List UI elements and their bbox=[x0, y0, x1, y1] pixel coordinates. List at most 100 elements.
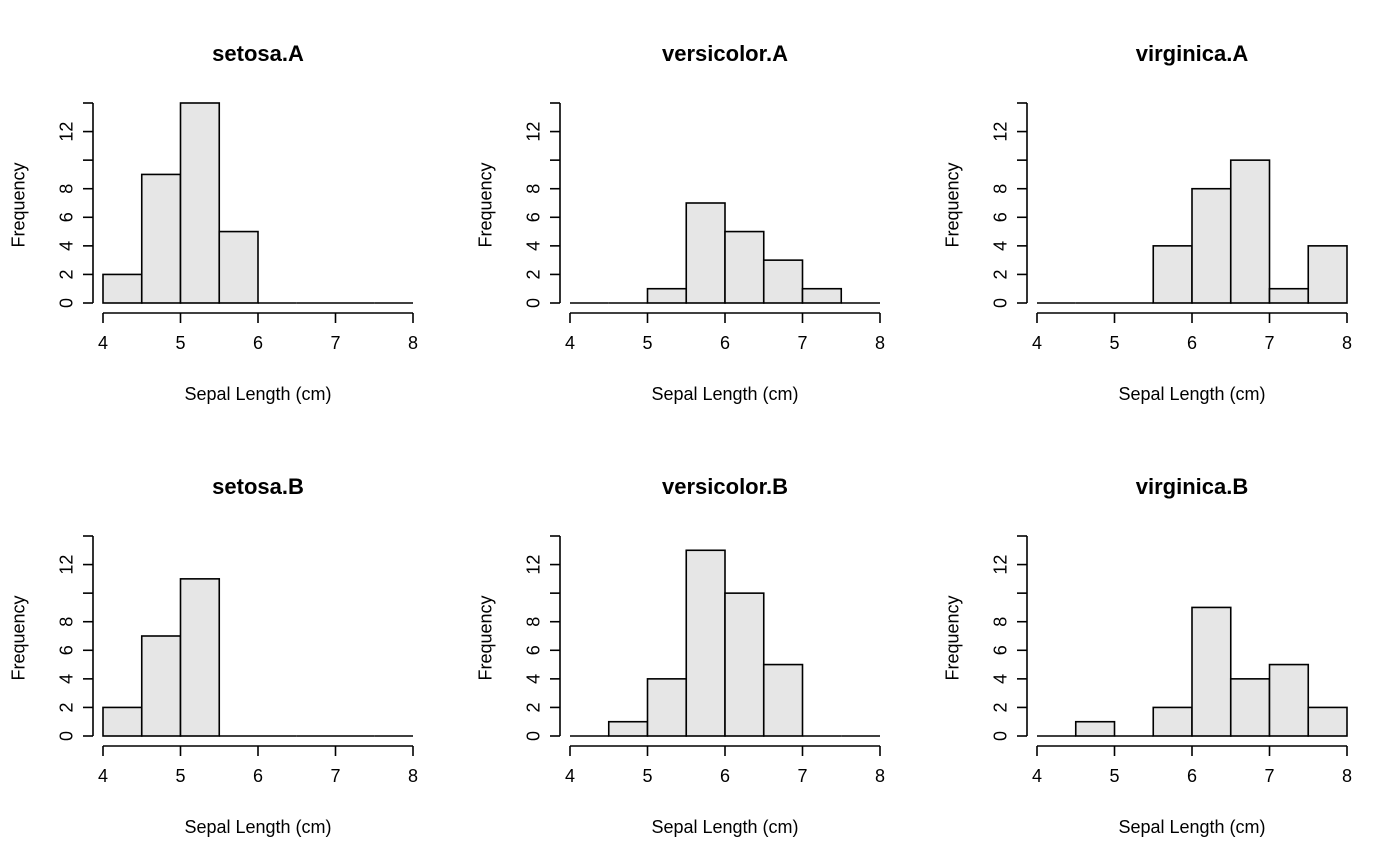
histogram-bar bbox=[1074, 720, 1116, 737]
y-tick-label: 12 bbox=[56, 122, 76, 142]
histogram-bar bbox=[762, 663, 804, 737]
x-tick-label: 7 bbox=[797, 766, 807, 786]
y-tick-label: 0 bbox=[56, 298, 76, 308]
x-axis-label: Sepal Length (cm) bbox=[184, 817, 331, 837]
x-tick-label: 8 bbox=[875, 333, 885, 353]
y-tick-label: 6 bbox=[56, 212, 76, 222]
histogram-bar bbox=[179, 578, 221, 737]
histogram-bar bbox=[685, 202, 726, 304]
histogram-panel: versicolor.B 4 5 6 7 8 Sepal Length (cm) 0 2 4 6 8 1… bbox=[475, 474, 885, 837]
x-tick-label: 6 bbox=[720, 766, 730, 786]
y-tick-label: 8 bbox=[56, 184, 76, 194]
y-tick-label: 12 bbox=[56, 555, 76, 575]
histogram-bar bbox=[724, 230, 765, 304]
y-tick-label: 4 bbox=[990, 674, 1010, 684]
y-axis-label: Frequency bbox=[8, 162, 28, 247]
x-tick-label: 4 bbox=[1032, 766, 1042, 786]
y-tick-label: 6 bbox=[56, 645, 76, 655]
histogram-bar bbox=[1229, 678, 1271, 737]
y-tick-label: 0 bbox=[56, 731, 76, 741]
y-tick-label: 4 bbox=[523, 674, 543, 684]
y-tick-label: 0 bbox=[990, 298, 1010, 308]
y-tick-label: 2 bbox=[56, 702, 76, 712]
histogram-bar bbox=[1152, 245, 1193, 304]
y-tick-label: 2 bbox=[990, 702, 1010, 712]
histogram-bar bbox=[218, 230, 259, 304]
x-tick-label: 4 bbox=[565, 333, 575, 353]
x-axis-label: Sepal Length (cm) bbox=[651, 817, 798, 837]
y-tick-label: 6 bbox=[990, 212, 1010, 222]
x-tick-label: 8 bbox=[408, 333, 418, 353]
x-tick-label: 7 bbox=[797, 333, 807, 353]
x-tick-label: 6 bbox=[1187, 766, 1197, 786]
y-tick-label: 2 bbox=[523, 269, 543, 279]
y-tick-label: 2 bbox=[523, 702, 543, 712]
x-tick-label: 8 bbox=[408, 766, 418, 786]
y-axis-label: Frequency bbox=[942, 162, 962, 247]
y-tick-label: 12 bbox=[990, 555, 1010, 575]
histogram-bar bbox=[724, 592, 765, 737]
y-tick-label: 2 bbox=[56, 269, 76, 279]
x-tick-label: 4 bbox=[98, 333, 108, 353]
y-axis-label: Frequency bbox=[942, 595, 962, 680]
y-tick-label: 12 bbox=[990, 122, 1010, 142]
y-axis-label: Frequency bbox=[475, 162, 495, 247]
x-tick-label: 6 bbox=[720, 333, 730, 353]
x-tick-label: 5 bbox=[642, 333, 652, 353]
panel-title: versicolor.A bbox=[662, 41, 788, 66]
x-axis-label: Sepal Length (cm) bbox=[651, 384, 798, 404]
x-tick-label: 6 bbox=[253, 766, 263, 786]
panel-title: versicolor.B bbox=[662, 474, 788, 499]
x-tick-label: 6 bbox=[253, 333, 263, 353]
histogram-panel: virginica.A 4 5 6 7 8 Sepal Length (cm) 0 2 4 6 8 12… bbox=[942, 41, 1352, 404]
y-tick-label: 8 bbox=[523, 617, 543, 627]
histogram-bar bbox=[646, 287, 688, 304]
histogram-bar bbox=[102, 706, 143, 737]
histogram-bar bbox=[1268, 663, 1310, 737]
x-tick-label: 4 bbox=[98, 766, 108, 786]
y-tick-label: 4 bbox=[56, 241, 76, 251]
y-tick-label: 8 bbox=[990, 617, 1010, 627]
histogram-bar bbox=[801, 287, 843, 304]
histogram-panel: setosa.A 4 5 6 7 8 Sepal Length (cm) 0 2 4 6 8 12 Fre… bbox=[8, 41, 418, 404]
x-tick-label: 7 bbox=[330, 333, 340, 353]
x-tick-label: 4 bbox=[565, 766, 575, 786]
histogram-panel: setosa.B 4 5 6 7 8 Sepal Length (cm) 0 2 4 6 8 12 Fre… bbox=[8, 474, 418, 837]
y-tick-label: 0 bbox=[523, 731, 543, 741]
x-tick-label: 8 bbox=[875, 766, 885, 786]
y-tick-label: 6 bbox=[523, 212, 543, 222]
histogram-bar bbox=[140, 635, 182, 737]
x-tick-label: 8 bbox=[1342, 766, 1352, 786]
histogram-bar bbox=[1307, 245, 1348, 304]
y-tick-label: 4 bbox=[56, 674, 76, 684]
histogram-bar bbox=[1307, 706, 1348, 737]
histogram-bar bbox=[762, 259, 804, 304]
y-tick-label: 12 bbox=[523, 122, 543, 142]
histogram-bar bbox=[1191, 606, 1232, 737]
histogram-bar bbox=[179, 102, 221, 304]
x-tick-label: 7 bbox=[1264, 333, 1274, 353]
panel-title: virginica.B bbox=[1136, 474, 1248, 499]
histogram-bar bbox=[607, 720, 649, 737]
histogram-bar bbox=[1268, 287, 1310, 304]
x-tick-label: 5 bbox=[175, 333, 185, 353]
x-axis-label: Sepal Length (cm) bbox=[1118, 817, 1265, 837]
x-tick-label: 5 bbox=[175, 766, 185, 786]
y-axis-label: Frequency bbox=[475, 595, 495, 680]
x-tick-label: 5 bbox=[1109, 766, 1119, 786]
y-tick-label: 12 bbox=[523, 555, 543, 575]
histogram-bar bbox=[1152, 706, 1193, 737]
y-tick-label: 4 bbox=[523, 241, 543, 251]
y-tick-label: 8 bbox=[523, 184, 543, 194]
histogram-bar bbox=[646, 678, 688, 737]
y-tick-label: 6 bbox=[990, 645, 1010, 655]
histogram-bar bbox=[102, 273, 143, 304]
y-tick-label: 4 bbox=[990, 241, 1010, 251]
x-tick-label: 4 bbox=[1032, 333, 1042, 353]
histogram-panel: versicolor.A 4 5 6 7 8 Sepal Length (cm) 0 2 4 6 8 1… bbox=[475, 41, 885, 404]
x-tick-label: 8 bbox=[1342, 333, 1352, 353]
x-axis-label: Sepal Length (cm) bbox=[1118, 384, 1265, 404]
x-tick-label: 7 bbox=[1264, 766, 1274, 786]
histogram-bar bbox=[1191, 187, 1232, 304]
y-axis-label: Frequency bbox=[8, 595, 28, 680]
